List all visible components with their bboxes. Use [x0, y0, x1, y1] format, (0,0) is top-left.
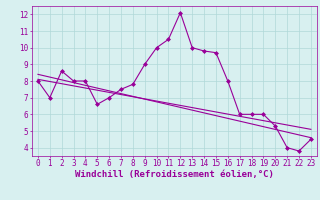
- X-axis label: Windchill (Refroidissement éolien,°C): Windchill (Refroidissement éolien,°C): [75, 170, 274, 179]
